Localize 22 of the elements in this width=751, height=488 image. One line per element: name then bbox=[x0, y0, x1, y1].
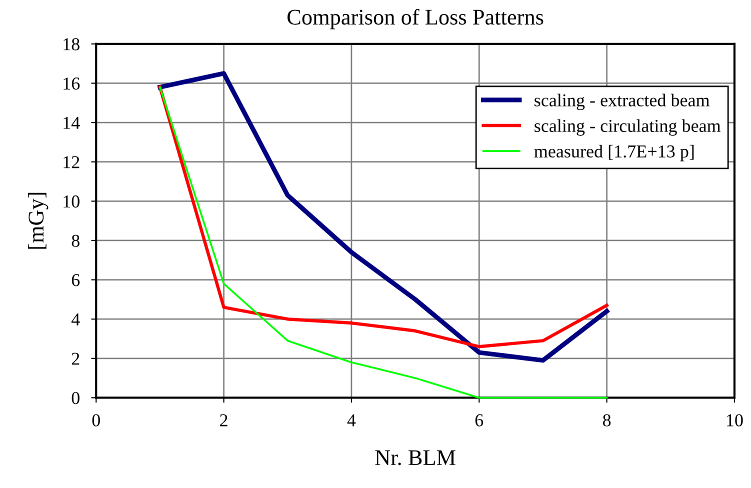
y-tick-label: 14 bbox=[64, 116, 80, 129]
x-tick-label: 0 bbox=[92, 414, 100, 426]
x-tick-label: 10 bbox=[727, 414, 743, 426]
y-axis-title: [mGy] bbox=[28, 192, 48, 249]
legend-label: scaling - extracted beam bbox=[534, 94, 710, 110]
legend-label: measured [1.7E+13 p] bbox=[534, 144, 694, 162]
y-tick-label: 4 bbox=[71, 313, 80, 326]
x-axis-title: Nr. BLM bbox=[375, 450, 456, 466]
x-tick-label: 2 bbox=[220, 414, 228, 426]
chart-title: Comparison of Loss Patterns bbox=[288, 8, 544, 30]
y-tick-label: 6 bbox=[72, 274, 80, 286]
x-tick-label: 6 bbox=[475, 414, 484, 426]
y-tick-label: 2 bbox=[72, 352, 80, 365]
y-tick-label: 16 bbox=[64, 78, 80, 90]
y-tick-label: 12 bbox=[64, 156, 80, 168]
y-tick-label: 18 bbox=[64, 38, 80, 50]
legend-label: scaling - circulating beam bbox=[534, 119, 721, 136]
y-tick-label: 10 bbox=[64, 195, 80, 208]
x-tick-label: 8 bbox=[602, 414, 611, 426]
x-tick-label: 4 bbox=[347, 414, 356, 426]
y-tick-label: 0 bbox=[72, 392, 80, 404]
y-tick-label: 8 bbox=[72, 234, 80, 247]
